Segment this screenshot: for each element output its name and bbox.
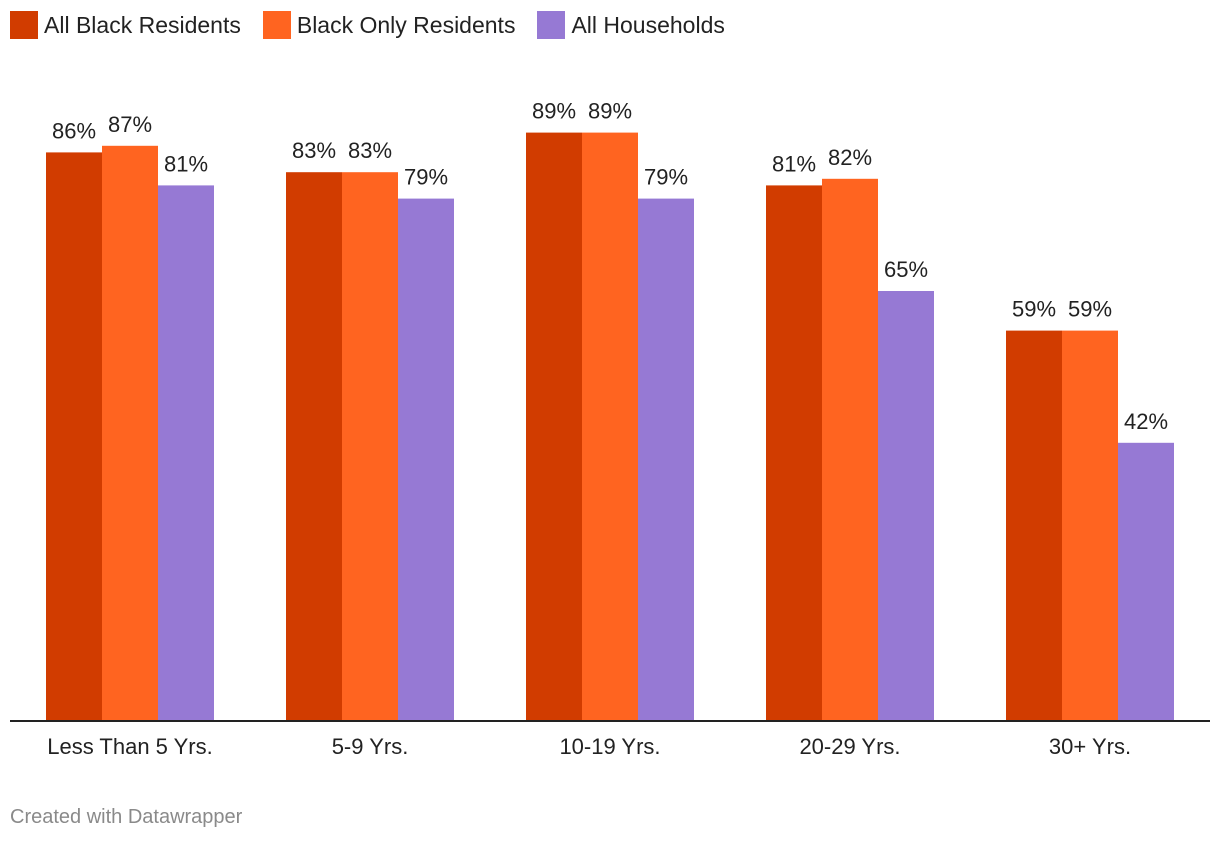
legend-swatch-all-households [537,11,566,39]
bar-all-black-residents-less-than-5-yrs [46,152,102,720]
value-label-black-only-residents-20-29-yrs: 82% [828,145,872,170]
x-tick-label-5-9-yrs: 5-9 Yrs. [332,734,409,759]
x-tick-label-less-than-5-yrs: Less Than 5 Yrs. [47,734,213,759]
legend-label-black-only-residents: Black Only Residents [296,12,516,38]
bar-all-households-5-9-yrs [398,198,454,721]
bars-group [46,132,1174,721]
legend-label-all-black-residents: All Black Residents [44,12,241,38]
value-label-all-households-less-than-5-yrs: 81% [164,151,208,176]
bar-black-only-residents-20-29-yrs [822,178,878,721]
bar-chart: 86% 87% 81% 83% 83% 79% 89% 89% 79% 81% 82% 65% 59% 5… [10,99,1210,759]
legend-item-black-only-residents: Black Only Residents [262,10,516,40]
legend-item-all-black-residents: All Black Residents [10,10,241,40]
legend: All Black Residents Black Only Residents… [10,10,725,40]
value-label-black-only-residents-10-19-yrs: 89% [588,99,632,124]
bar-all-households-30-yrs [1118,442,1174,720]
x-tick-label-10-19-yrs: 10-19 Yrs. [559,734,660,759]
bar-all-black-residents-10-19-yrs [526,132,582,721]
credit-text: Created with Datawrapper [10,806,243,828]
bar-all-households-less-than-5-yrs [158,185,214,720]
legend-swatch-all-black-residents [10,11,38,39]
value-label-all-black-residents-5-9-yrs: 83% [292,138,336,163]
value-label-black-only-residents-30-yrs: 59% [1068,297,1112,322]
legend-swatch-black-only-residents [262,11,291,39]
value-label-black-only-residents-less-than-5-yrs: 87% [108,112,152,137]
value-label-all-black-residents-30-yrs: 59% [1012,297,1056,322]
value-label-all-households-10-19-yrs: 79% [644,165,688,190]
bar-all-households-20-29-yrs [878,291,934,720]
bar-black-only-residents-less-than-5-yrs [102,145,158,721]
x-tick-labels-group: Less Than 5 Yrs. 5-9 Yrs. 10-19 Yrs. 20-29 … [47,734,1131,759]
bar-black-only-residents-10-19-yrs [582,132,638,721]
bar-black-only-residents-5-9-yrs [342,172,398,720]
value-label-all-households-30-yrs: 42% [1124,409,1168,434]
value-label-all-black-residents-10-19-yrs: 89% [532,99,576,124]
value-label-all-black-residents-20-29-yrs: 81% [772,151,816,176]
value-label-all-households-5-9-yrs: 79% [404,165,448,190]
bar-all-black-residents-5-9-yrs [286,172,342,720]
legend-label-all-households: All Households [571,12,725,38]
value-label-black-only-residents-5-9-yrs: 83% [348,138,392,163]
value-label-all-black-residents-less-than-5-yrs: 86% [52,118,96,143]
bar-black-only-residents-30-yrs [1062,330,1118,720]
legend-item-all-households: All Households [537,10,725,40]
bar-all-black-residents-20-29-yrs [766,185,822,720]
bar-all-black-residents-30-yrs [1006,330,1062,720]
value-labels-group: 86% 87% 81% 83% 83% 79% 89% 89% 79% 81% 82% 65% 59% 5… [52,99,1168,434]
bar-all-households-10-19-yrs [638,198,694,721]
value-label-all-households-20-29-yrs: 65% [884,257,928,282]
x-tick-label-30-yrs: 30+ Yrs. [1049,734,1131,759]
x-tick-label-20-29-yrs: 20-29 Yrs. [799,734,900,759]
